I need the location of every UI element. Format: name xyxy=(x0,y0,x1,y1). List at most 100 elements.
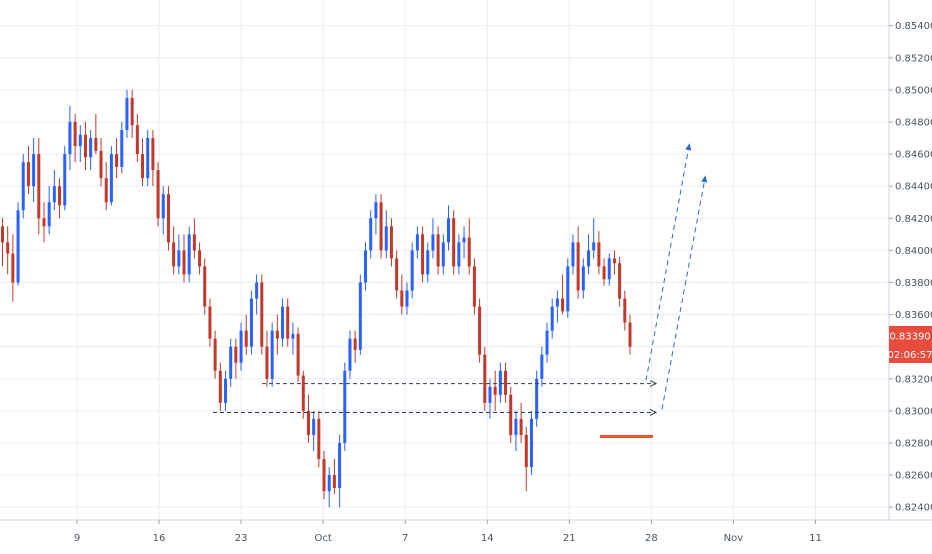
candle-body xyxy=(21,162,25,211)
candle-body xyxy=(223,378,227,403)
candle xyxy=(441,234,445,275)
candle-body xyxy=(576,242,580,291)
candle xyxy=(426,242,430,283)
candle xyxy=(472,258,476,315)
last-price-badge xyxy=(889,326,932,345)
candle-body xyxy=(338,442,342,488)
candle xyxy=(198,242,202,275)
candle xyxy=(462,226,466,259)
candle xyxy=(21,154,25,219)
candle xyxy=(358,274,362,355)
candle xyxy=(338,434,342,508)
time-axis[interactable]: 9 16 23 Oct 7 14 21 28 Nov 11 xyxy=(74,520,822,544)
candle-body xyxy=(555,298,559,307)
candle xyxy=(16,202,20,286)
candle-body xyxy=(99,150,103,179)
candle xyxy=(286,298,290,347)
candle-body xyxy=(405,290,409,307)
candle-body xyxy=(488,386,492,403)
candle-body xyxy=(306,410,310,435)
candle xyxy=(597,231,601,275)
candle xyxy=(146,130,150,187)
time-tick-label: 11 xyxy=(809,533,822,544)
candlestick-series xyxy=(1,89,632,508)
candle xyxy=(104,162,108,211)
candle xyxy=(618,256,622,307)
candle xyxy=(431,218,435,259)
candle xyxy=(509,386,513,443)
candle-body xyxy=(452,218,456,267)
candle-body xyxy=(89,138,93,158)
candle xyxy=(192,218,196,259)
candle-body xyxy=(1,226,4,243)
candle-body xyxy=(16,210,20,283)
candle-body xyxy=(270,330,274,379)
candle-body xyxy=(115,154,119,167)
candle-body xyxy=(6,242,10,254)
candle-body xyxy=(58,186,62,206)
candle xyxy=(52,170,56,211)
candle-body xyxy=(146,138,150,179)
candle-body xyxy=(203,266,207,307)
candle xyxy=(229,338,233,387)
candle-body xyxy=(514,418,518,435)
candle-body xyxy=(161,194,165,219)
candle-body xyxy=(52,186,56,203)
time-tick-label: 23 xyxy=(235,533,248,544)
candle-body xyxy=(141,154,145,179)
candle xyxy=(244,314,248,355)
candle-body xyxy=(234,346,238,363)
candle-body xyxy=(260,282,264,347)
candle-body xyxy=(612,258,616,264)
candle xyxy=(275,314,279,355)
candle xyxy=(141,138,145,187)
candle xyxy=(42,202,46,243)
candle-body xyxy=(602,266,606,280)
candle xyxy=(348,330,352,379)
candle xyxy=(493,370,497,411)
candle-body xyxy=(83,134,87,158)
candle-body xyxy=(389,226,393,259)
candle-body xyxy=(571,242,575,267)
candle-body xyxy=(566,266,570,312)
candle xyxy=(343,362,347,451)
candle-body xyxy=(151,138,155,171)
candle xyxy=(130,89,134,139)
candle-body xyxy=(156,170,160,219)
candle-body xyxy=(301,375,305,411)
candle-body xyxy=(286,306,290,339)
candle-body xyxy=(265,346,269,379)
candle xyxy=(576,226,580,299)
candle xyxy=(166,186,170,251)
candle xyxy=(223,370,227,411)
candle xyxy=(421,226,425,283)
candle xyxy=(151,130,155,187)
candle xyxy=(400,274,404,315)
candle-body xyxy=(436,234,440,267)
candle-body xyxy=(374,202,378,219)
candle xyxy=(99,138,103,187)
candle xyxy=(545,322,549,363)
candle-body xyxy=(42,218,46,227)
candle-body xyxy=(384,226,388,251)
candle xyxy=(265,330,269,387)
candle xyxy=(395,250,399,299)
candle-body xyxy=(255,282,259,299)
candle-body xyxy=(431,234,435,251)
time-tick-label: Nov xyxy=(724,533,744,544)
candle-body xyxy=(213,338,217,371)
candle xyxy=(306,394,310,443)
candle-body xyxy=(410,250,414,291)
candle-body xyxy=(462,237,466,243)
candle xyxy=(327,467,331,508)
